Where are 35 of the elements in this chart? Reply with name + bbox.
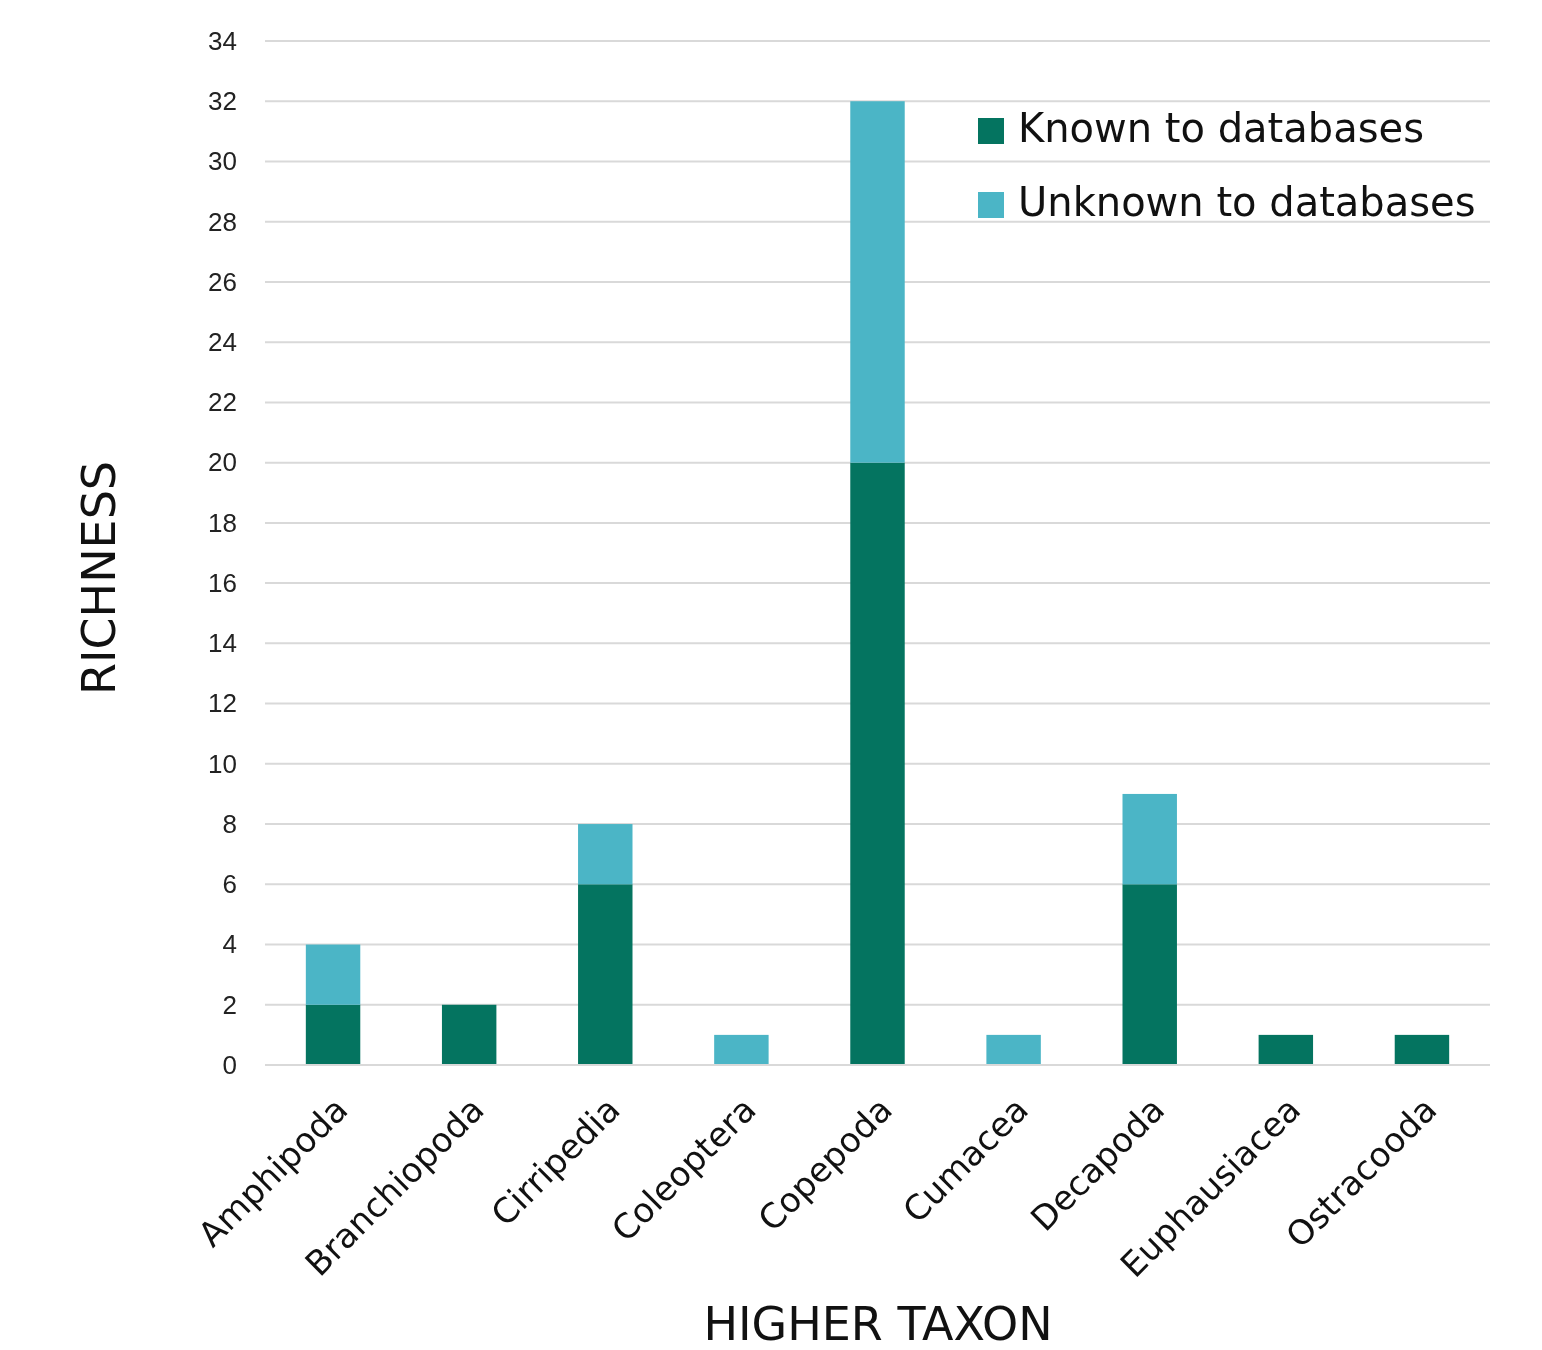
bar [1122,793,1177,885]
bar [441,1004,497,1065]
y-tick-label: 18 [208,507,237,538]
x-axis-title: HIGHER TAXON [703,1297,1053,1350]
bar [850,101,905,463]
bar [578,884,633,1065]
y-tick-label: 22 [208,387,237,418]
y-tick-label: 10 [208,748,237,779]
bar [714,1034,769,1065]
legend-label: Unknown to databases [1018,179,1476,225]
y-tick-label: 0 [222,1049,237,1080]
bar [1122,884,1177,1065]
y-axis-title: RICHNESS [72,460,126,696]
y-tick-label: 4 [222,929,237,960]
bar [578,824,633,885]
legend-label: Known to databases [1018,105,1424,151]
bar [850,462,905,1065]
bar [1394,1034,1450,1065]
y-tick-label: 24 [208,327,237,357]
y-tick-label: 2 [222,989,237,1020]
y-tick-label: 30 [208,146,237,177]
y-tick-label: 14 [208,628,237,659]
y-tick-label: 34 [208,25,237,56]
y-tick-label: 32 [208,86,237,117]
bar [305,1004,361,1065]
y-tick-label: 26 [208,266,237,297]
y-tick-label: 20 [208,447,237,478]
bar [305,944,361,1005]
y-tick-label: 8 [222,808,237,839]
y-tick-label: 28 [208,206,237,237]
y-tick-label: 12 [208,688,237,719]
bar [1258,1034,1314,1065]
y-tick-label: 6 [222,869,237,900]
y-tick-label: 16 [208,567,237,598]
bar [986,1034,1041,1065]
